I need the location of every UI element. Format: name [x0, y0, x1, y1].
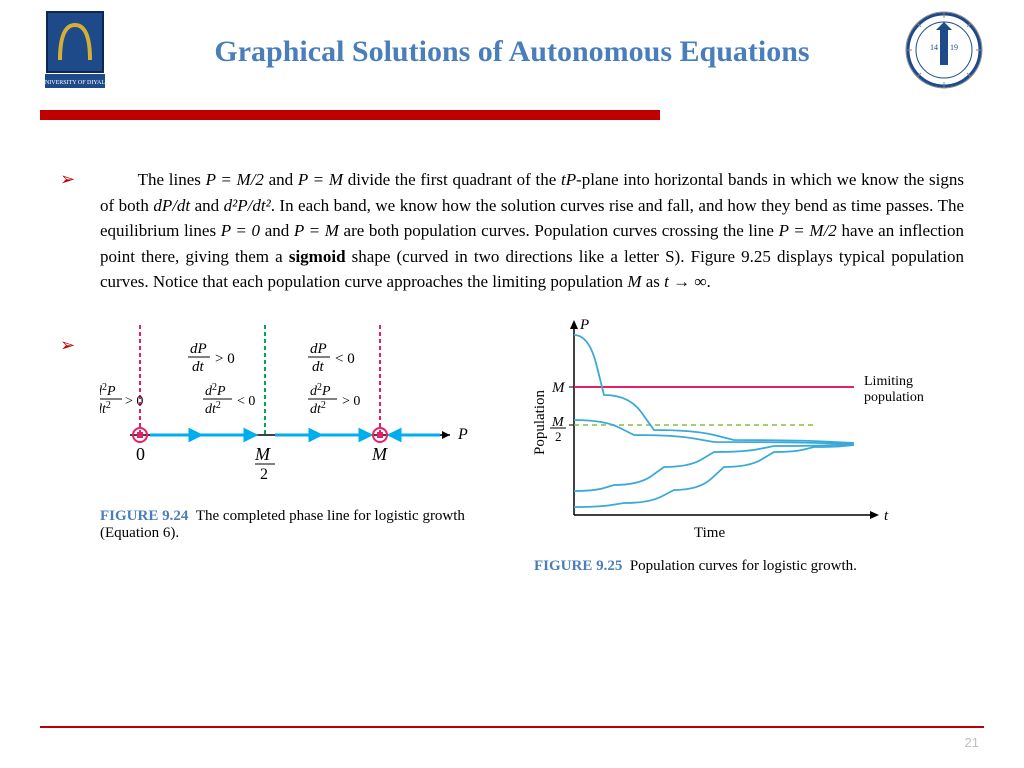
- svg-text:P: P: [457, 426, 468, 443]
- svg-text:population: population: [864, 390, 924, 405]
- svg-text:> 0: > 0: [342, 394, 360, 409]
- svg-text:P: P: [579, 317, 589, 333]
- bullet-icon: ➢: [60, 335, 75, 356]
- logo-right-icon: 14 19: [904, 10, 984, 90]
- svg-text:< 0: < 0: [237, 394, 255, 409]
- svg-text:t: t: [884, 508, 889, 524]
- figure-9-24: P: [100, 315, 504, 575]
- svg-text:M: M: [371, 444, 388, 464]
- svg-text:2: 2: [260, 466, 268, 483]
- bullet-icon: ➢: [60, 169, 75, 190]
- svg-text:14: 14: [930, 43, 938, 52]
- svg-text:dt: dt: [312, 359, 325, 375]
- logo-left-icon: UNIVERSITY OF DIYALA: [45, 10, 105, 90]
- svg-text:UNIVERSITY OF DIYALA: UNIVERSITY OF DIYALA: [45, 80, 105, 86]
- svg-text:0: 0: [136, 444, 145, 464]
- svg-text:dP: dP: [190, 341, 207, 357]
- red-divider: [40, 110, 660, 120]
- header: UNIVERSITY OF DIYALA Graphical Solutions…: [0, 0, 1024, 110]
- svg-text:d2P: d2P: [100, 382, 116, 399]
- footer-divider: [40, 726, 984, 728]
- svg-text:d2P: d2P: [205, 382, 226, 399]
- page-title: Graphical Solutions of Autonomous Equati…: [40, 10, 984, 69]
- svg-text:d2P: d2P: [310, 382, 331, 399]
- svg-text:dt2: dt2: [100, 400, 111, 417]
- svg-text:Limiting: Limiting: [864, 374, 913, 389]
- svg-text:> 0: > 0: [125, 394, 143, 409]
- svg-text:dt2: dt2: [205, 400, 221, 417]
- svg-text:dP: dP: [310, 341, 327, 357]
- content-area: ➢ The lines P = M/2 and P = M divide the…: [0, 120, 1024, 575]
- svg-text:> 0: > 0: [215, 351, 235, 367]
- svg-text:dt2: dt2: [310, 400, 326, 417]
- svg-text:Population: Population: [534, 389, 548, 455]
- svg-text:Time: Time: [694, 525, 725, 541]
- figure-9-24-caption: FIGURE 9.24 The completed phase line for…: [100, 508, 504, 542]
- svg-text:M: M: [551, 380, 566, 396]
- phase-line-diagram: P: [100, 315, 470, 495]
- population-curves-chart: MM2PtTimePopulationLimitingpopulation: [534, 315, 964, 545]
- svg-text:19: 19: [950, 43, 958, 52]
- svg-text:< 0: < 0: [335, 351, 355, 367]
- svg-text:2: 2: [555, 429, 562, 444]
- figure-9-25: MM2PtTimePopulationLimitingpopulation FI…: [534, 315, 964, 575]
- svg-text:dt: dt: [192, 359, 205, 375]
- main-paragraph: The lines P = M/2 and P = M divide the f…: [60, 167, 964, 295]
- page-number: 21: [965, 735, 979, 750]
- svg-text:M: M: [254, 444, 271, 464]
- figure-9-25-caption: FIGURE 9.25 Population curves for logist…: [534, 558, 964, 575]
